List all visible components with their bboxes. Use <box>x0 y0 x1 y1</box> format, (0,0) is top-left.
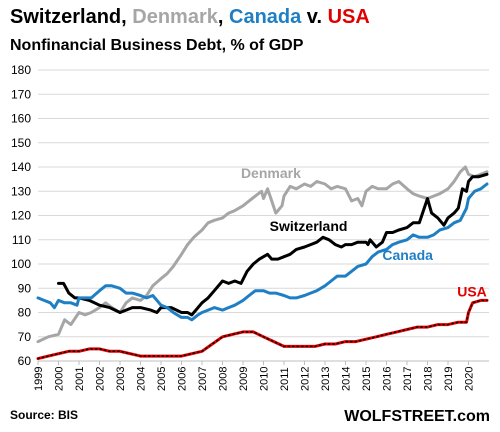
x-tick-label: 2019 <box>443 367 455 391</box>
x-tick-label: 2017 <box>402 367 414 391</box>
series-lines <box>36 165 489 361</box>
x-tick-label: 2007 <box>197 367 209 391</box>
chart-title-part: , <box>121 6 132 28</box>
series-labels: Denmark Switzerland Canada USA <box>241 165 487 300</box>
denmark-line <box>36 165 489 344</box>
y-tick-label: 180 <box>11 63 31 77</box>
denmark-label: Denmark <box>241 165 301 181</box>
x-axis-ticks: 1999 2000 2001 2002 2003 2004 2005 2006 2007 2008… <box>33 361 476 391</box>
chart-title: Switzerland, Denmark, Canada v. USA <box>10 6 370 28</box>
brand-watermark: WOLFSTREET.com <box>344 408 490 425</box>
x-tick-label: 2006 <box>177 367 189 391</box>
x-tick-label: 2008 <box>218 367 230 391</box>
y-tick-label: 70 <box>18 330 32 344</box>
chart-title-part: , <box>218 6 229 28</box>
y-tick-label: 80 <box>18 306 32 320</box>
y-tick-label: 120 <box>11 209 31 223</box>
y-tick-label: 110 <box>12 233 31 247</box>
x-tick-label: 2002 <box>95 367 107 391</box>
switzerland-line <box>57 172 489 317</box>
x-tick-label: 2016 <box>382 367 394 391</box>
x-tick-label: 1999 <box>33 367 45 391</box>
x-tick-label: 2004 <box>136 367 148 391</box>
chart-title-part: USA <box>328 6 370 28</box>
chart-title-part: Canada <box>229 6 302 28</box>
y-tick-label: 130 <box>11 184 31 198</box>
chart-subtitle: Nonfinancial Business Debt, % of GDP <box>10 37 304 54</box>
y-tick-label: 60 <box>18 354 32 368</box>
source-note: Source: BIS <box>10 408 78 422</box>
y-tick-label: 100 <box>11 257 31 271</box>
x-tick-label: 2012 <box>300 367 312 391</box>
x-tick-label: 2011 <box>279 367 291 391</box>
chart-title-part: Switzerland <box>10 6 121 28</box>
x-tick-label: 2001 <box>74 367 86 391</box>
x-tick-label: 2018 <box>423 367 435 391</box>
x-tick-label: 2010 <box>259 367 271 391</box>
usa-label: USA <box>457 284 487 300</box>
x-tick-label: 2000 <box>54 367 66 391</box>
gridlines <box>38 69 489 338</box>
y-tick-label: 140 <box>11 160 31 174</box>
usa-line-markers <box>37 299 488 360</box>
canada-line <box>36 182 489 322</box>
y-tick-label: 160 <box>11 112 31 126</box>
x-tick-label: 2009 <box>238 367 250 391</box>
x-tick-label: 2014 <box>341 367 353 391</box>
y-tick-label: 90 <box>18 281 32 295</box>
x-tick-label: 2003 <box>115 367 127 391</box>
canada-label: Canada <box>382 247 433 263</box>
x-tick-label: 2015 <box>361 367 373 391</box>
y-tick-label: 150 <box>11 136 31 150</box>
x-tick-label: 2020 <box>464 367 476 391</box>
x-tick-label: 2013 <box>320 367 332 391</box>
x-tick-label: 2005 <box>156 367 168 391</box>
y-axis-ticks: 60 70 80 90 100 110 120 130 140 150 160 170 180 <box>11 63 31 368</box>
y-tick-label: 170 <box>11 87 31 101</box>
switzerland-label: Switzerland <box>270 218 348 234</box>
chart-title-part: v. <box>301 6 327 28</box>
chart-title-part: Denmark <box>132 6 218 28</box>
